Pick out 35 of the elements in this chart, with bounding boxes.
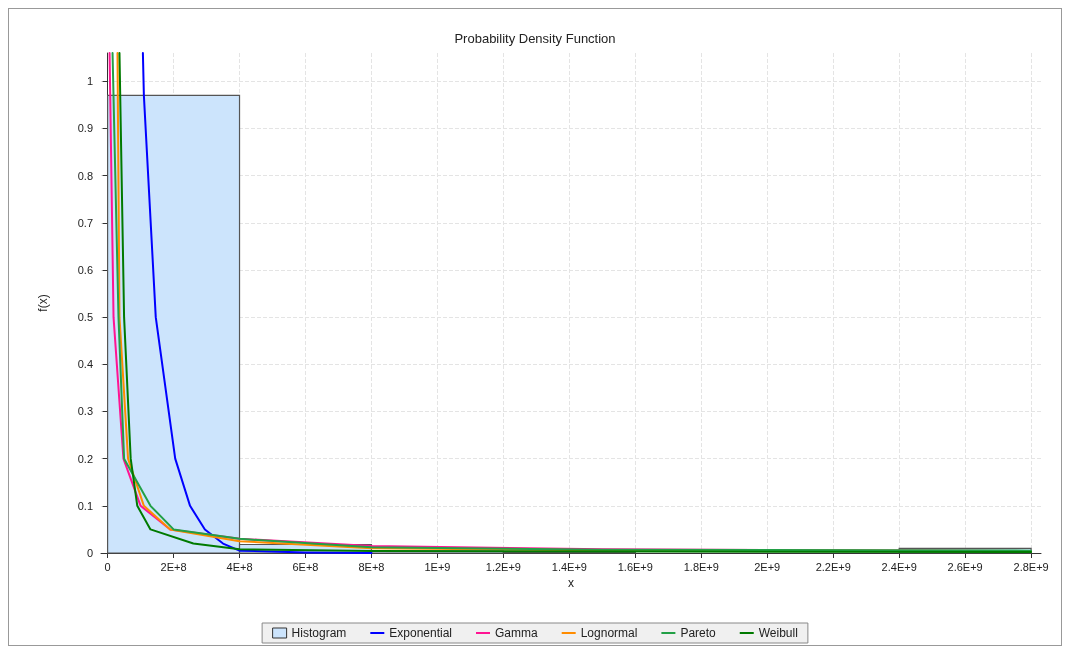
y-tick-label: 0.6 [77, 263, 93, 276]
y-tick-label: 0.3 [77, 405, 93, 418]
x-tick-label: 2E+8 [160, 560, 187, 573]
x-tick-label: 1E+9 [424, 560, 451, 573]
y-axis-title: f(x) [36, 294, 50, 312]
x-tick-label: 8E+8 [358, 560, 385, 573]
x-tick-label: 2.4E+9 [881, 560, 917, 573]
x-tick-label: 2.6E+9 [947, 560, 983, 573]
x-tick-label: 2.2E+9 [815, 560, 851, 573]
x-tick-label: 1.4E+9 [551, 560, 587, 573]
y-tick-label: 0.1 [77, 499, 93, 512]
x-tick-label: 2.8E+9 [1013, 560, 1049, 573]
x-axis-title: x [568, 575, 574, 590]
x-tick-label: 0 [104, 560, 111, 573]
x-tick-label: 1.2E+9 [485, 560, 521, 573]
x-tick-label: 4E+8 [226, 560, 253, 573]
y-tick-label: 0.8 [77, 169, 93, 182]
chart-title: Probability Density Function [454, 31, 616, 46]
legend-label: Histogram [291, 626, 347, 640]
legend-label: Lognormal [580, 626, 638, 640]
y-tick-label: 0.9 [77, 122, 93, 135]
x-tick-label: 1.8E+9 [683, 560, 719, 573]
x-tick-label: 2E+9 [754, 560, 781, 573]
legend-label: Gamma [495, 626, 539, 640]
legend-label: Exponential [389, 626, 453, 640]
legend-label: Weibull [758, 626, 798, 640]
legend-label: Pareto [680, 626, 717, 640]
y-tick-label: 0.5 [77, 311, 93, 324]
x-tick-label: 6E+8 [292, 560, 319, 573]
y-tick-label: 0.7 [77, 216, 93, 229]
y-tick-label: 0 [86, 547, 93, 559]
y-tick-label: 1 [86, 75, 93, 88]
y-tick-label: 0.4 [77, 358, 93, 371]
y-tick-label: 0.2 [77, 452, 93, 465]
x-tick-label: 1.6E+9 [617, 560, 653, 573]
